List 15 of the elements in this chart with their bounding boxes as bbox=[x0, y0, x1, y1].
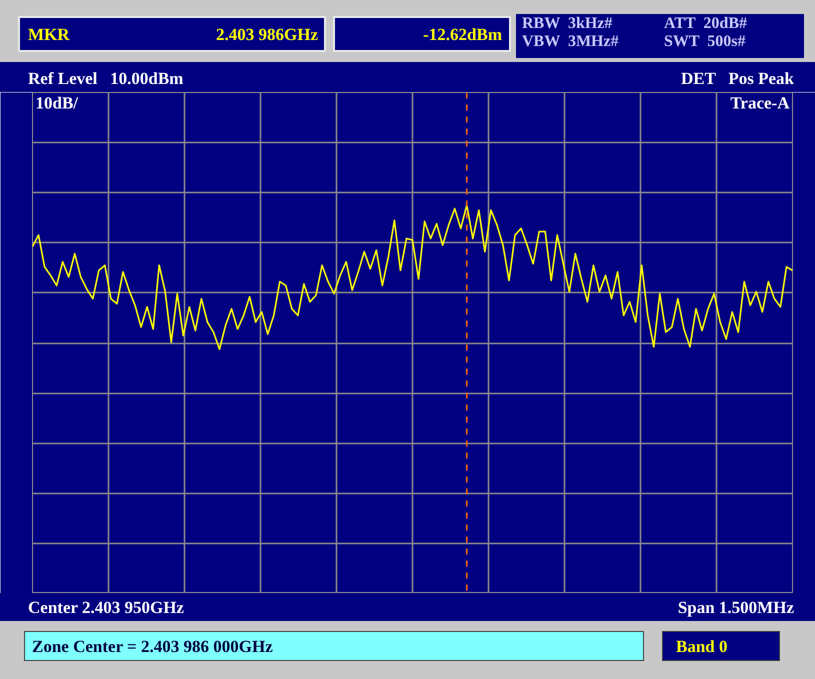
annotation: RBW 3kHz# bbox=[522, 16, 612, 32]
annotation: DET Pos Peak bbox=[680, 70, 794, 87]
annotation: Band 0 bbox=[676, 638, 728, 655]
annotation: ATT 20dB# bbox=[664, 16, 747, 32]
annotation: MKR bbox=[28, 26, 70, 43]
annotation: Span 1.500MHz bbox=[676, 599, 794, 616]
annotation: -12.62dBm bbox=[422, 26, 502, 43]
annotation: 2.403 986GHz bbox=[215, 26, 318, 43]
annotation: Ref Level 10.00dBm bbox=[28, 70, 184, 87]
annotation: VBW 3MHz# bbox=[522, 34, 619, 50]
annotation: Zone Center = 2.403 986 000GHz bbox=[32, 638, 273, 655]
annotation: SWT 500s# bbox=[664, 34, 746, 50]
text: 10dB/ bbox=[36, 94, 78, 112]
annotation: Center 2.403 950GHz bbox=[28, 599, 184, 616]
text: Trace-A bbox=[730, 94, 790, 112]
